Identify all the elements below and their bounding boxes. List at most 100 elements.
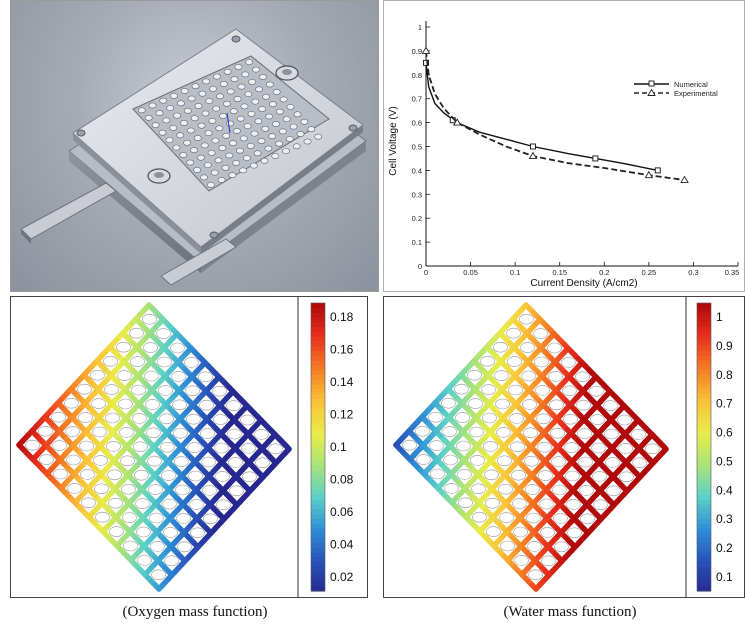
x-tick-label: 0.1 xyxy=(510,268,520,277)
colorbar-segment xyxy=(697,355,711,362)
rib-outline xyxy=(105,412,120,424)
flow-hole xyxy=(212,105,221,112)
colorbar-segment xyxy=(697,461,711,467)
rib-outline xyxy=(632,457,647,469)
rib-outline xyxy=(510,441,525,453)
colorbar-segment xyxy=(311,567,325,573)
colorbar-segment xyxy=(697,394,711,400)
rib-outline xyxy=(471,483,486,495)
rib-outline xyxy=(554,541,569,553)
rib-outline xyxy=(497,455,512,467)
colorbar-tick-label: 0.5 xyxy=(716,454,733,468)
water-mass-plot: 1 0.9 0.8 0.7 0.6 0.5 0.4 0.3 0.2 0.1 xyxy=(383,296,745,598)
rib-outline xyxy=(549,399,564,411)
data-point-numerical xyxy=(654,167,661,174)
rib-outline xyxy=(541,555,556,567)
rib-outline xyxy=(130,356,145,367)
flow-hole xyxy=(258,106,267,112)
colorbar-tick-label: 0.18 xyxy=(330,310,354,324)
flow-hole xyxy=(216,93,224,100)
rib-outline xyxy=(109,526,124,537)
rib-outline xyxy=(524,455,539,467)
rib-outline xyxy=(148,484,163,495)
colorbar-segment xyxy=(697,514,711,520)
colorbar-segment xyxy=(697,562,711,568)
flow-hole xyxy=(183,107,192,114)
rib-outline xyxy=(80,469,95,480)
colorbar-segment xyxy=(697,442,711,448)
rib-outline xyxy=(591,442,606,454)
flow-hole xyxy=(239,135,248,142)
legend-experimental-label: Experimental xyxy=(674,89,718,98)
rib-outline xyxy=(53,468,68,480)
oxygen-caption: (Oxygen mass function) xyxy=(122,604,268,620)
data-point-experimental xyxy=(644,170,654,179)
rib-outline xyxy=(67,483,82,494)
colorbar-segment xyxy=(697,490,711,496)
rib-outline xyxy=(172,399,187,411)
flow-hole xyxy=(198,90,207,97)
flow-hole xyxy=(265,81,274,88)
colorbar-segment xyxy=(697,543,711,549)
rib-outline xyxy=(64,397,79,409)
rib-outline xyxy=(158,385,173,396)
rib-outline xyxy=(212,385,227,397)
rib-outline xyxy=(576,399,591,411)
colorbar-segment xyxy=(311,331,325,338)
center-marker xyxy=(226,112,231,134)
rib-outline xyxy=(185,385,200,397)
rib-outline xyxy=(566,499,581,510)
flow-hole xyxy=(222,132,231,139)
colorbar-segment xyxy=(311,312,325,318)
flow-hole xyxy=(282,148,290,154)
flow-hole xyxy=(253,150,262,157)
rib-outline xyxy=(603,400,618,411)
flow-hole xyxy=(258,74,267,80)
colorbar-segment xyxy=(311,408,325,414)
flow-hole xyxy=(203,162,212,168)
flow-hole xyxy=(314,133,323,140)
flow-hole xyxy=(214,157,223,164)
rib-outline xyxy=(513,526,528,538)
rib-outline xyxy=(198,371,213,383)
colorbar-tick-label: 0.3 xyxy=(716,512,733,526)
rib-outline xyxy=(170,342,185,354)
rib-outline xyxy=(189,499,204,510)
rib-outline xyxy=(618,443,633,454)
rib-outline xyxy=(528,569,543,581)
colorbar-segment xyxy=(697,533,711,539)
polarization-chart: 0 0.1 0.2 0.3 0.4 0.5 0.6 0.7 0.8 0.9 1 0 0.05 0.1 0.1… xyxy=(383,0,745,292)
colorbar-segment xyxy=(311,475,325,482)
rib-outline xyxy=(145,399,160,410)
rib-outline xyxy=(631,429,646,440)
rib-outline xyxy=(402,439,417,451)
flow-hole xyxy=(246,142,255,149)
colorbar-segment xyxy=(697,317,711,323)
colorbar-segment xyxy=(697,586,711,592)
rib-outline xyxy=(117,370,132,381)
rib-outline xyxy=(512,498,527,509)
flow-hole xyxy=(173,112,181,119)
flow-hole xyxy=(200,142,209,149)
water-flow-grid xyxy=(393,302,669,592)
colorbar-segment xyxy=(697,504,711,510)
colorbar-segment xyxy=(311,379,325,386)
flow-hole xyxy=(209,86,217,92)
flow-hole xyxy=(228,172,237,179)
colorbar-tick-label: 0.02 xyxy=(330,570,354,584)
colorbar-segment xyxy=(697,437,711,443)
y-tick-label: 0.3 xyxy=(412,190,422,199)
rib-outline xyxy=(241,443,256,454)
rib-outline xyxy=(482,412,497,424)
flow-hole xyxy=(180,120,188,126)
rib-outline xyxy=(118,398,133,410)
flow-hole xyxy=(251,98,260,105)
rib-outline xyxy=(175,484,190,496)
lower-plate-side-right xyxy=(201,141,366,273)
colorbar-segment xyxy=(311,471,325,477)
rib-outline xyxy=(78,412,93,423)
flow-hole xyxy=(207,149,216,156)
rib-outline xyxy=(458,497,473,509)
rib-outline xyxy=(483,441,498,452)
flow-hole xyxy=(249,162,258,169)
